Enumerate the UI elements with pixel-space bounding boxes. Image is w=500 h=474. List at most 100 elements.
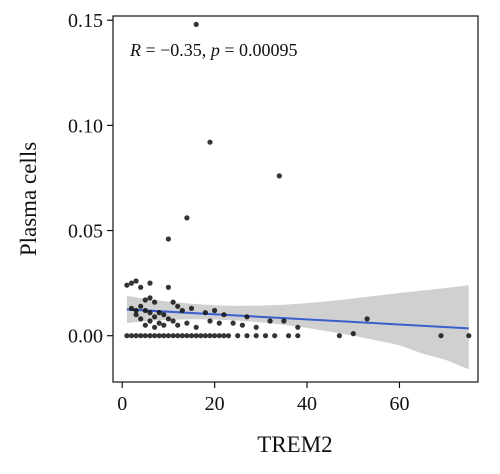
data-point	[193, 333, 199, 339]
data-point	[142, 307, 148, 314]
data-point	[225, 333, 232, 339]
data-point	[175, 303, 181, 309]
data-point	[138, 284, 144, 290]
y-tick-label: 0.15	[68, 10, 103, 32]
data-point	[336, 333, 342, 339]
data-point	[207, 139, 213, 145]
data-point	[152, 324, 158, 330]
y-axis-title: Plasma cells	[16, 142, 41, 256]
confidence-band	[126, 285, 469, 370]
data-point	[142, 297, 148, 303]
data-point	[161, 322, 167, 328]
data-point	[156, 333, 162, 339]
data-point	[276, 173, 282, 179]
data-point	[193, 324, 199, 330]
annotation-text: R = −0.35, p = 0.00095	[129, 40, 297, 60]
data-point	[133, 333, 139, 339]
data-point	[184, 215, 190, 221]
annotation-p-value: = 0.00095	[220, 40, 298, 60]
data-point	[230, 320, 236, 326]
data-point	[170, 318, 176, 324]
y-tick-label: 0.05	[68, 221, 103, 243]
data-point	[262, 333, 269, 339]
x-tick-label: 0	[117, 393, 127, 415]
data-point	[175, 333, 181, 339]
x-tick-label: 20	[205, 393, 225, 415]
data-point	[147, 310, 153, 316]
confidence-band-layer	[126, 285, 469, 370]
x-tick-label: 40	[297, 393, 317, 415]
data-point	[152, 314, 158, 320]
data-point	[170, 333, 176, 339]
data-point	[202, 310, 208, 316]
annotation-r-label: R	[129, 40, 141, 60]
data-point	[138, 303, 144, 309]
data-point	[147, 318, 153, 324]
data-point	[147, 333, 153, 339]
data-point	[184, 333, 190, 339]
data-point	[267, 318, 273, 324]
data-point	[124, 282, 130, 288]
data-point	[152, 299, 158, 305]
data-point	[207, 318, 213, 324]
data-point	[161, 333, 167, 339]
data-point	[165, 333, 171, 339]
data-point	[466, 333, 472, 339]
y-tick-label: 0.00	[68, 326, 103, 348]
data-point	[281, 318, 287, 324]
data-point	[295, 333, 301, 339]
data-point	[244, 333, 250, 339]
data-point	[221, 312, 227, 318]
data-point	[202, 333, 208, 339]
data-point	[175, 322, 181, 328]
data-point	[212, 333, 218, 339]
data-point	[212, 307, 218, 314]
data-point	[179, 307, 185, 314]
data-point	[147, 280, 153, 286]
x-axis-title: TREM2	[257, 432, 332, 457]
data-point	[350, 331, 356, 337]
data-point	[184, 320, 190, 326]
y-axis-ticks: 0.00 0.05 0.10 0.15	[68, 10, 113, 348]
data-point	[156, 310, 162, 316]
data-point	[156, 320, 162, 326]
data-points-layer	[124, 21, 472, 339]
data-point	[216, 333, 222, 339]
annotation-p-label: p	[209, 40, 220, 60]
data-point	[142, 322, 148, 328]
data-point	[138, 333, 144, 339]
plot-frame	[112, 15, 479, 383]
y-tick-label: 0.10	[68, 115, 103, 137]
data-point	[128, 280, 135, 286]
data-point	[188, 305, 195, 311]
data-point	[152, 333, 158, 339]
data-point	[133, 312, 139, 318]
data-point	[179, 333, 185, 339]
data-point	[133, 278, 139, 284]
data-point	[165, 236, 171, 242]
data-point	[142, 333, 148, 339]
data-point	[198, 333, 204, 339]
data-point	[147, 295, 153, 301]
data-point	[128, 333, 135, 339]
data-point	[438, 333, 444, 339]
data-point	[364, 316, 370, 322]
data-point	[124, 333, 130, 339]
data-point	[295, 324, 301, 330]
data-point	[138, 316, 144, 322]
data-point	[128, 305, 135, 311]
data-point	[207, 333, 213, 339]
data-point	[239, 322, 245, 328]
data-point	[161, 312, 167, 318]
annotation-r-value: = −0.35,	[141, 40, 211, 60]
data-point	[133, 307, 139, 314]
x-tick-label: 60	[389, 393, 409, 415]
data-point	[253, 324, 259, 330]
x-axis-ticks: 0 20 40 60	[117, 382, 409, 415]
data-point	[188, 333, 195, 339]
data-point	[272, 333, 278, 339]
data-point	[165, 284, 171, 290]
data-point	[165, 316, 171, 322]
data-point	[221, 333, 227, 339]
